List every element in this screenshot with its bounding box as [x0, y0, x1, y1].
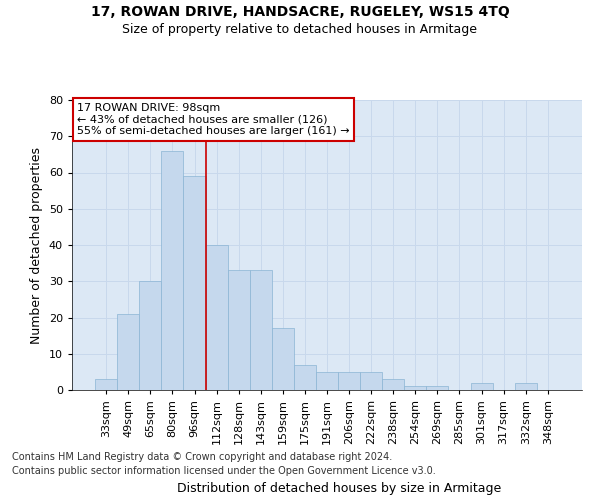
- Text: 17, ROWAN DRIVE, HANDSACRE, RUGELEY, WS15 4TQ: 17, ROWAN DRIVE, HANDSACRE, RUGELEY, WS1…: [91, 5, 509, 19]
- Bar: [206, 245, 227, 390]
- Text: Contains HM Land Registry data © Crown copyright and database right 2024.: Contains HM Land Registry data © Crown c…: [12, 452, 392, 462]
- Text: 17 ROWAN DRIVE: 98sqm
← 43% of detached houses are smaller (126)
55% of semi-det: 17 ROWAN DRIVE: 98sqm ← 43% of detached …: [77, 103, 350, 136]
- Bar: [427, 386, 448, 390]
- Bar: [515, 383, 537, 390]
- Bar: [95, 379, 117, 390]
- Bar: [139, 281, 161, 390]
- Bar: [470, 383, 493, 390]
- Bar: [250, 270, 272, 390]
- Text: Distribution of detached houses by size in Armitage: Distribution of detached houses by size …: [177, 482, 501, 495]
- Bar: [117, 314, 139, 390]
- Text: Size of property relative to detached houses in Armitage: Size of property relative to detached ho…: [122, 22, 478, 36]
- Bar: [227, 270, 250, 390]
- Bar: [338, 372, 360, 390]
- Bar: [161, 151, 184, 390]
- Text: Contains public sector information licensed under the Open Government Licence v3: Contains public sector information licen…: [12, 466, 436, 476]
- Y-axis label: Number of detached properties: Number of detached properties: [30, 146, 43, 344]
- Bar: [294, 364, 316, 390]
- Bar: [360, 372, 382, 390]
- Bar: [382, 379, 404, 390]
- Bar: [316, 372, 338, 390]
- Bar: [404, 386, 427, 390]
- Bar: [272, 328, 294, 390]
- Bar: [184, 176, 206, 390]
